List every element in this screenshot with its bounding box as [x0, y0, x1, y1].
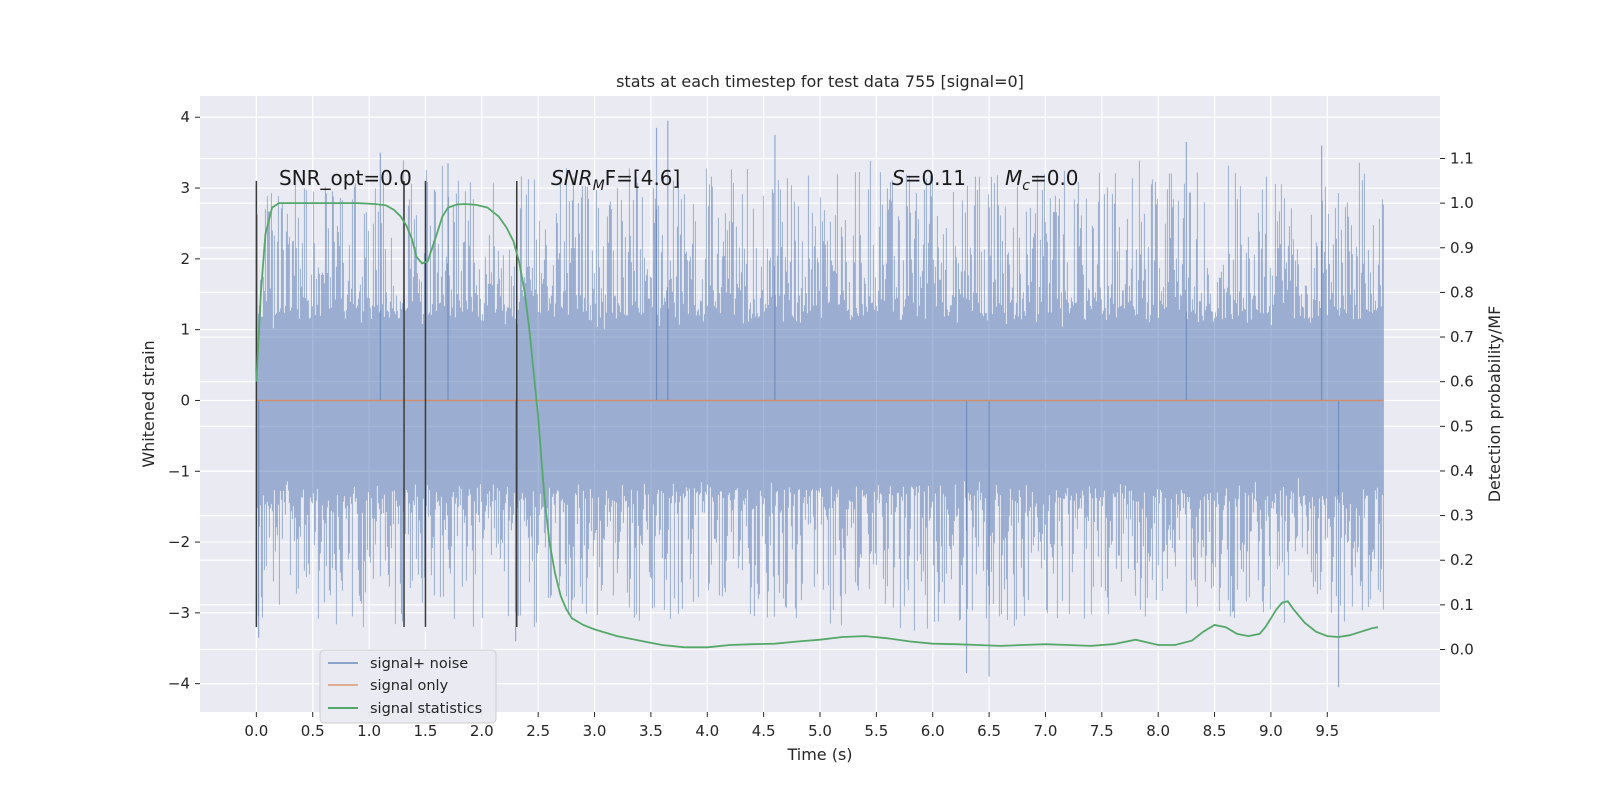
y-tick-label-4: 0	[180, 391, 190, 409]
x-tick-label-1: 0.5	[301, 722, 325, 740]
x-tick-label-4: 2.0	[470, 722, 494, 740]
legend-label-signal-statistics: signal statistics	[370, 701, 482, 717]
y2-tick-label-8: 0.3	[1450, 507, 1474, 525]
y2-tick-label-7: 0.4	[1450, 462, 1474, 480]
mc-label: M	[1005, 166, 1022, 190]
x-axis-label: Time (s)	[786, 745, 852, 764]
snr-mf-subscript: M	[593, 178, 605, 194]
x-tick-label-19: 9.5	[1315, 722, 1339, 740]
snr-mf-label: SNR	[551, 166, 593, 190]
x-tick-label-0: 0.0	[244, 722, 268, 740]
chart-title: stats at each timestep for test data 755…	[616, 72, 1024, 91]
legend: signal+ noise signal only signal statist…	[319, 649, 497, 724]
y-tick-label-5: −1	[168, 462, 190, 480]
x-axis-ticks: 0.0 0.5 1.0 1.5 2.0 2.5 3.0 3.5 4.0 4.5 5.0 5.5 6.0 6…	[244, 712, 1339, 740]
y2-tick-label-3: 0.8	[1450, 283, 1474, 301]
annotation-s: S=0.11	[892, 166, 966, 190]
y-tick-label-6: −2	[168, 533, 190, 551]
mc-value: =0.0	[1030, 166, 1079, 190]
x-tick-label-8: 4.0	[695, 722, 719, 740]
y2-tick-label-5: 0.6	[1450, 373, 1474, 391]
y2-tick-label-1: 1.0	[1450, 194, 1474, 212]
y-axis-label: Whitened strain	[139, 340, 158, 467]
s-label: S	[892, 166, 905, 190]
x-tick-label-9: 4.5	[752, 722, 776, 740]
x-tick-label-18: 9.0	[1259, 722, 1283, 740]
x-tick-label-13: 6.5	[977, 722, 1001, 740]
annotation-mc: Mc=0.0	[1005, 166, 1079, 194]
x-tick-label-7: 3.5	[639, 722, 663, 740]
mc-subscript: c	[1022, 178, 1030, 194]
x-tick-label-16: 8.0	[1146, 722, 1170, 740]
x-tick-label-3: 1.5	[414, 722, 438, 740]
y2-tick-label-0: 1.1	[1450, 149, 1474, 167]
snr-mf-rest: F=[4.6]	[605, 166, 681, 190]
x-tick-label-10: 5.0	[808, 722, 832, 740]
y-tick-label-8: −4	[168, 675, 190, 693]
x-tick-label-17: 8.5	[1203, 722, 1227, 740]
s-value: =0.11	[905, 166, 966, 190]
y2-tick-label-9: 0.2	[1450, 551, 1474, 569]
y-tick-label-3: 1	[180, 321, 190, 339]
y2-axis-label: Detection probability/MF	[1485, 306, 1504, 503]
annotation-snr-opt: SNR_opt=0.0	[279, 166, 412, 190]
y-tick-label-0: 4	[180, 108, 190, 126]
x-tick-label-15: 7.5	[1090, 722, 1114, 740]
x-tick-label-5: 2.5	[526, 722, 550, 740]
annotation-snr-mf: SNRMF=[4.6]	[551, 166, 680, 194]
x-tick-label-11: 5.5	[864, 722, 888, 740]
y-tick-label-7: −3	[168, 604, 190, 622]
y-tick-label-2: 2	[180, 250, 190, 268]
x-tick-label-12: 6.0	[921, 722, 945, 740]
y2-tick-label-11: 0.0	[1450, 641, 1474, 659]
legend-label-signal-only: signal only	[370, 678, 449, 694]
signal-noise-series	[255, 120, 1384, 688]
x-tick-label-6: 3.0	[583, 722, 607, 740]
x-tick-label-14: 7.0	[1034, 722, 1058, 740]
signal-statistics-line	[255, 202, 1379, 649]
y2-tick-label-10: 0.1	[1450, 596, 1474, 614]
legend-box	[319, 649, 497, 724]
x-tick-label-2: 1.0	[357, 722, 381, 740]
y-axis-ticks: 4 3 2 1 0 −1 −2 −3 −4	[168, 108, 200, 693]
legend-label-signal-noise: signal+ noise	[370, 656, 468, 672]
y-tick-label-1: 3	[180, 179, 190, 197]
y2-tick-label-2: 0.9	[1450, 239, 1474, 257]
y2-tick-label-6: 0.5	[1450, 417, 1474, 435]
y2-tick-label-4: 0.7	[1450, 328, 1474, 346]
y2-axis-ticks: 1.1 1.0 0.9 0.8 0.7 0.6 0.5 0.4 0.3 0.2 0.1 0.0	[1440, 149, 1474, 659]
